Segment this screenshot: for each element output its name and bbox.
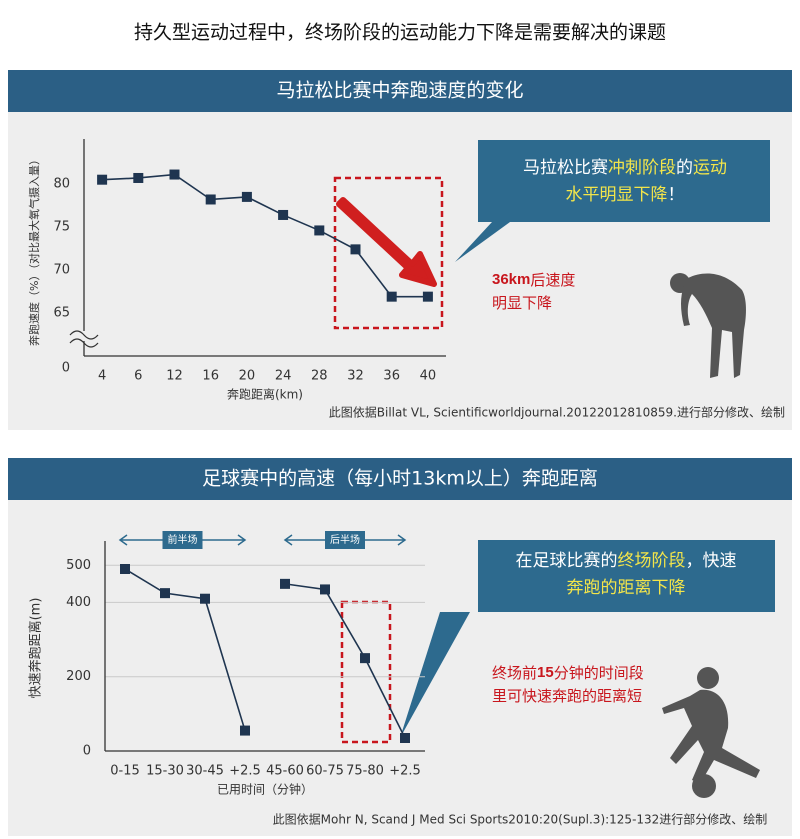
trend-arrow — [336, 197, 437, 287]
header-bar — [8, 70, 792, 112]
data-point — [280, 578, 290, 589]
y-tick-label: 200 — [66, 669, 91, 684]
y-tick-label: 0 — [62, 361, 70, 376]
text-segment: 分钟的时间段 — [554, 664, 644, 682]
text-segment: 15 — [537, 664, 554, 681]
x-tick-label: 75-80 — [346, 764, 384, 779]
x-tick-label: 12 — [166, 369, 183, 384]
text-segment: 奔跑的距离下降 — [567, 578, 686, 598]
x-tick-label: 45-60 — [266, 764, 304, 779]
rich-text-line: 奔跑的距离下降 — [567, 578, 686, 598]
callout-box — [400, 540, 775, 738]
data-point — [320, 584, 330, 595]
axis-break — [69, 330, 99, 340]
x-axis-label: 奔跑距离(km) — [227, 387, 303, 402]
y-tick-label: 400 — [66, 595, 91, 610]
series-line — [284, 583, 406, 739]
text-segment: 运动 — [693, 158, 727, 178]
header-bar — [8, 458, 792, 500]
rich-text-line: 36km后速度 — [492, 271, 575, 289]
x-tick-label: 15-30 — [146, 764, 184, 779]
x-tick-label: 28 — [311, 369, 328, 384]
text-segment: 后速度 — [530, 271, 575, 289]
y-tick-label: 75 — [53, 220, 70, 235]
highlight-box — [333, 176, 444, 330]
x-tick-label: 4 — [98, 369, 106, 384]
text-segment: 在足球比赛的 — [516, 550, 618, 571]
data-point — [97, 174, 108, 185]
runner-silhouette — [670, 273, 746, 378]
axis-break-gap — [70, 331, 98, 341]
text-segment: 冲刺阶段 — [608, 158, 676, 178]
period-label: 前半场 — [168, 533, 198, 546]
x-tick-label: 0-15 — [110, 764, 140, 779]
data-point — [133, 172, 144, 183]
rich-text-line: 在足球比赛的终场阶段，快速 — [516, 550, 737, 571]
x-tick-label: 16 — [202, 369, 219, 384]
text-segment: 的 — [676, 158, 693, 178]
data-point — [386, 291, 397, 302]
data-point — [200, 593, 210, 604]
x-axis-label: 已用时间（分钟） — [217, 782, 313, 797]
y-axis-label: 奔跑速度（%）（对比最大氧气摄入量） — [27, 154, 41, 346]
period-label-box — [162, 531, 203, 549]
data-point — [278, 209, 289, 220]
rich-text-line: 终场前15分钟的时间段 — [492, 664, 644, 682]
text-segment: 马拉松比赛 — [523, 157, 608, 178]
series-line — [124, 568, 246, 731]
x-tick-label: 60-75 — [306, 764, 344, 779]
x-tick-label: 32 — [347, 369, 364, 384]
rich-text-line: 水平明显下降！ — [566, 185, 685, 205]
source-note: 此图依据Billat VL, Scientificworldjournal.20… — [329, 405, 785, 420]
rich-text-line: 马拉松比赛冲刺阶段的运动 — [523, 157, 727, 178]
x-tick-label: +2.5 — [389, 764, 421, 779]
text-segment: 终场前 — [492, 664, 537, 682]
axis-break — [69, 338, 99, 348]
period-label: 后半场 — [330, 533, 360, 546]
period-label-box — [325, 531, 365, 549]
text-segment: 水平明显下降 — [566, 185, 668, 205]
data-point — [169, 169, 180, 180]
x-tick-label: 30-45 — [186, 764, 224, 779]
x-tick-label: 20 — [239, 369, 256, 384]
series-line — [102, 173, 428, 298]
text-segment: ！ — [668, 185, 685, 205]
y-tick-label: 0 — [83, 744, 91, 759]
data-point — [240, 725, 250, 736]
y-tick-label: 500 — [66, 558, 91, 573]
x-tick-label: 40 — [420, 369, 437, 384]
footballer-silhouette — [662, 667, 760, 798]
data-point — [160, 588, 170, 599]
text-segment: 明显下降 — [492, 294, 552, 312]
text-segment: ，快速 — [686, 551, 737, 571]
page-title: 持久型运动过程中，终场阶段的运动能力下降是需要解决的课题 — [134, 22, 666, 44]
text-segment: 36km — [492, 271, 530, 288]
x-tick-label: +2.5 — [229, 764, 261, 779]
callout-box — [455, 140, 770, 262]
panel-title: 马拉松比赛中奔跑速度的变化 — [276, 80, 523, 102]
data-point — [350, 244, 361, 255]
rich-text-line: 明显下降 — [492, 294, 552, 312]
data-point — [120, 564, 130, 574]
y-tick-label: 80 — [53, 177, 70, 192]
x-tick-label: 36 — [383, 369, 400, 384]
x-tick-label: 24 — [275, 369, 292, 384]
data-point — [360, 653, 370, 664]
text-segment: 终场阶段 — [618, 551, 686, 571]
panel-title: 足球赛中的高速（每小时13km以上）奔跑距离 — [202, 468, 598, 490]
data-point — [422, 291, 433, 302]
text-segment: 里可快速奔跑的距离短 — [492, 687, 642, 705]
y-tick-label: 70 — [53, 263, 70, 278]
y-axis-label: 快速奔跑距离(m) — [28, 598, 44, 699]
data-point — [241, 191, 252, 202]
y-tick-label: 65 — [53, 306, 70, 321]
data-point — [400, 733, 410, 743]
rich-text-line: 里可快速奔跑的距离短 — [492, 687, 642, 705]
data-point — [314, 225, 325, 236]
data-point — [205, 194, 216, 205]
source-note: 此图依据Mohr N, Scand J Med Sci Sports2010:2… — [273, 812, 768, 827]
x-tick-label: 6 — [134, 369, 142, 384]
